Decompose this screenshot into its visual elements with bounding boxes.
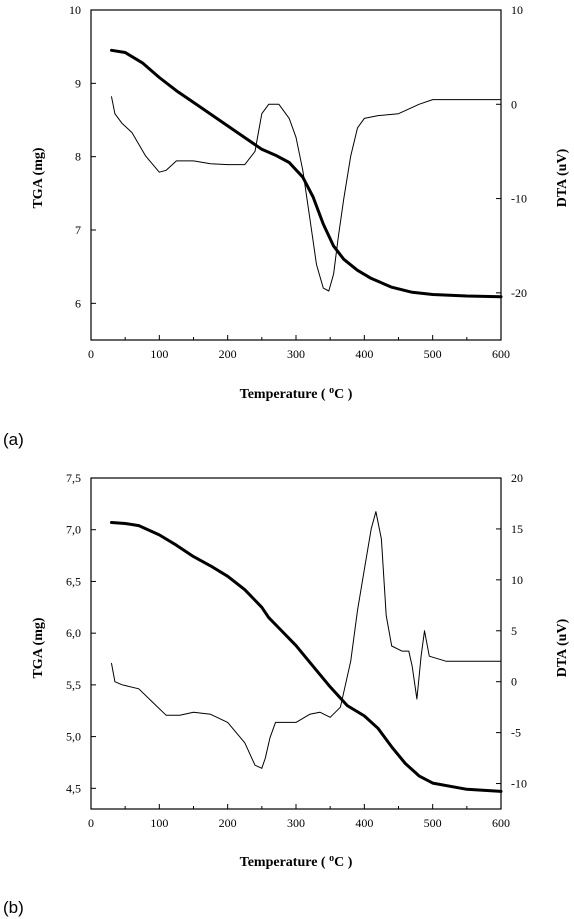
x-tick-label: 200 [219,347,237,361]
y-tick-label-right: -10 [511,777,527,791]
y-tick-label-left: 6,5 [66,574,81,588]
y-tick-label-right: -10 [511,192,527,206]
y-axis-label-left-a: TGA (mg) [31,147,46,208]
y-tick-label-right: 10 [511,573,523,587]
x-tick-label: 400 [355,816,373,830]
y-tick-label-left: 6 [75,296,81,310]
y-tick-label-left: 7 [75,223,81,237]
x-tick-label: 0 [88,816,94,830]
x-tick-label: 0 [88,347,94,361]
panel-label-a: (a) [3,430,24,449]
y-tick-label-left: 4,5 [66,781,81,795]
x-axis-label-a-tail: C ) [334,387,353,402]
plot-frame-a [90,9,502,341]
y-tick-label-left: 6,0 [66,626,81,640]
y-axis-label-right-b: DTA (uV) [555,618,570,677]
x-axis-label-a: Temperature ( oC ) [240,385,353,402]
y-axis-label-left-b: TGA (mg) [31,617,46,678]
y-tick-label-right: -5 [511,726,521,740]
y-tick-label-right: 5 [511,624,517,638]
y-tick-label-left: 5,0 [66,730,81,744]
x-axis-label-b-sup: o [329,853,334,864]
y-tick-label-left: 5,5 [66,678,81,692]
x-tick-label: 300 [287,816,305,830]
y-tick-label-left: 7,5 [66,471,81,485]
tga-series-line [110,521,503,793]
chart-a: TGA (mg) DTA (uV) Temperature ( oC ) (a)… [3,3,570,449]
x-tick-label: 500 [424,347,442,361]
y-tick-label-left: 9 [75,76,81,90]
x-tick-label: 500 [424,816,442,830]
x-tick-label: 600 [492,347,510,361]
y-tick-label-right: 10 [511,3,523,17]
x-tick-label: 300 [287,347,305,361]
y-tick-label-right: 0 [511,97,517,111]
y-axis-label-right-a: DTA (uV) [555,148,570,207]
x-axis-label-b: Temperature ( oC ) [240,853,353,870]
tga-series-line [110,48,503,299]
x-tick-label: 600 [492,816,510,830]
dta-series-line [111,511,502,769]
y-tick-label-right: 15 [511,522,523,536]
y-tick-label-right: 20 [511,471,523,485]
panel-label-b: (b) [3,898,24,917]
y-tick-label-left: 10 [69,3,81,17]
y-tick-label-left: 8 [75,150,81,164]
y-tick-label-left: 7,0 [66,523,81,537]
x-tick-label: 400 [355,347,373,361]
x-tick-label: 100 [150,347,168,361]
chart-b: TGA (mg) DTA (uV) Temperature ( oC ) (b)… [3,471,570,917]
x-axis-label-a-sup: o [329,385,334,396]
dta-series-line [111,96,502,292]
x-tick-label: 100 [150,816,168,830]
x-axis-label-b-head: Temperature ( [240,855,329,870]
y-tick-label-right: 0 [511,675,517,689]
y-tick-label-right: -20 [511,286,527,300]
x-axis-label-b-tail: C ) [334,855,353,870]
x-axis-label-a-head: Temperature ( [240,387,329,402]
x-tick-label: 200 [219,816,237,830]
